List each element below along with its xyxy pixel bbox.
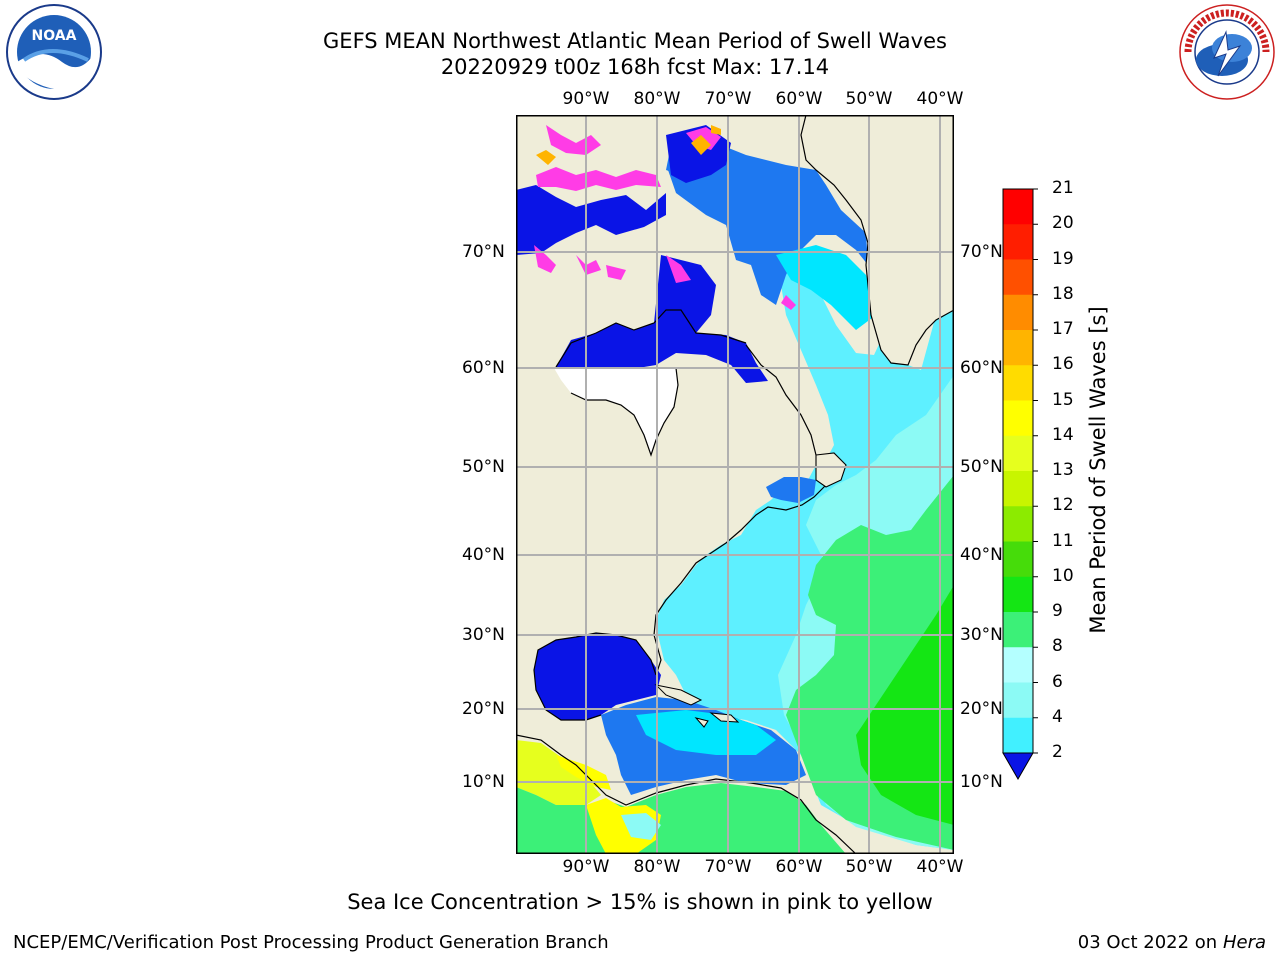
colorbar-tick-label: 10 [1052, 565, 1074, 586]
gulf-st-lawrence [766, 477, 816, 503]
colorbar-segment [1003, 506, 1033, 542]
footer-date-text: 03 Oct 2022 on [1077, 932, 1223, 953]
colorbar-title: Mean Period of Swell Waves [s] [1086, 306, 1110, 634]
caribbean-islands [654, 684, 740, 728]
labrador-cyan-patch [776, 245, 876, 330]
lon-label-top: 50°W [845, 89, 893, 109]
colorbar-tick-label: 19 [1052, 248, 1074, 269]
noaa-logo: NOAA [6, 4, 102, 100]
hudson-bay-south-coast [570, 367, 679, 457]
lon-label-top: 60°W [775, 89, 823, 109]
labrador-sea [668, 165, 868, 305]
colorbar-segment [1003, 682, 1033, 719]
colorbar-tick-label: 12 [1052, 495, 1074, 516]
noaa-logo-text: NOAA [32, 28, 77, 44]
colorbar-segment [1003, 541, 1033, 578]
colorbar-tick-label: 16 [1052, 354, 1074, 375]
footer-machine: Hera [1222, 932, 1266, 953]
colorbar-segment [1003, 471, 1033, 507]
lat-label-right: 10°N [960, 772, 1003, 792]
colorbar-segment [1003, 576, 1033, 613]
lat-label-right: 60°N [960, 358, 1003, 378]
lat-label-left: 40°N [462, 545, 505, 565]
lat-label-left: 10°N [462, 772, 505, 792]
sea-ice [534, 125, 796, 310]
south-america-coast [516, 734, 857, 854]
colorbar-segment [1003, 400, 1033, 437]
colorbar-tick-label: 11 [1052, 530, 1074, 551]
colorbar-segment [1003, 435, 1033, 472]
lon-label-bottom: 80°W [633, 857, 681, 877]
colorbar-segment [1003, 365, 1033, 401]
hudson-bay [556, 255, 768, 383]
colorbar-segment [1003, 612, 1033, 648]
colorbar-tick-label: 13 [1052, 460, 1074, 480]
colorbar-segment [1003, 330, 1033, 366]
greenland [800, 115, 954, 366]
map-title: GEFS MEAN Northwest Atlantic Mean Period… [323, 29, 947, 53]
colorbar-segment [1003, 224, 1033, 260]
colorbar-segment [1003, 647, 1033, 683]
east-atlantic-green-strong [856, 585, 954, 825]
lat-label-right: 50°N [960, 457, 1003, 477]
graticule [516, 115, 954, 854]
lat-label-left: 50°N [462, 457, 505, 477]
colorbar-tick-label: 9 [1052, 601, 1063, 621]
north-america-coast [653, 474, 837, 676]
south-america-yellow-2 [586, 798, 661, 854]
lon-label-bottom: 90°W [562, 857, 610, 877]
newfoundland [815, 452, 847, 488]
hudson-coast [555, 309, 747, 368]
footer-branch: NCEP/EMC/Verification Post Processing Pr… [13, 932, 609, 953]
colorbar-extend-triangle [1002, 752, 1034, 781]
lon-label-bottom: 40°W [916, 857, 964, 877]
colorbar-tick-label: 20 [1052, 213, 1074, 234]
lon-label-bottom: 70°W [704, 857, 752, 877]
sea-ice-caption: Sea Ice Concentration > 15% is shown in … [347, 890, 933, 914]
lon-label-bottom: 50°W [845, 857, 893, 877]
lat-label-left: 70°N [462, 242, 505, 262]
map-subtitle: 20220929 t00z 168h fcst Max: 17.14 [440, 55, 830, 79]
lon-label-bottom: 60°W [775, 857, 823, 877]
colorbar-segment [1003, 259, 1033, 296]
colorbar-segment [1003, 294, 1033, 331]
swell-period-map [516, 115, 954, 854]
lat-label-left: 30°N [462, 625, 505, 645]
lat-label-left: 60°N [462, 358, 505, 378]
arctic-channels [516, 185, 666, 255]
sea-ice-high [536, 125, 721, 165]
lon-label-top: 70°W [704, 89, 752, 109]
lat-label-right: 30°N [960, 625, 1003, 645]
caribbean-cyan [636, 710, 776, 755]
lon-label-top: 90°W [562, 89, 610, 109]
colorbar-tick-label: 17 [1052, 319, 1074, 339]
colorbar-tick-label: 21 [1052, 178, 1074, 198]
colorbar-tick-label: 8 [1052, 636, 1063, 657]
lon-label-top: 80°W [633, 89, 681, 109]
lat-label-left: 20°N [462, 699, 505, 719]
colorbar [1002, 188, 1038, 781]
map-frame [516, 115, 954, 854]
lat-label-right: 70°N [960, 242, 1003, 262]
gulf-mexico-coast [533, 632, 657, 721]
south-america-yellow [516, 740, 601, 805]
colorbar-tick-label: 4 [1052, 706, 1063, 727]
colorbar-tick-label: 2 [1052, 742, 1063, 762]
colorbar-segment [1003, 717, 1033, 754]
lon-label-top: 40°W [916, 89, 964, 109]
gulf-of-mexico [534, 633, 661, 720]
nws-logo [1179, 4, 1275, 100]
lat-label-right: 20°N [960, 699, 1003, 719]
colorbar-segment [1003, 189, 1033, 225]
lat-label-right: 40°N [960, 545, 1003, 565]
footer-date: 03 Oct 2022 on Hera [1078, 932, 1266, 953]
colorbar-tick-label: 15 [1052, 389, 1074, 410]
colorbar-tick-label: 18 [1052, 283, 1074, 304]
colorbar-tick-label: 14 [1052, 424, 1074, 445]
south-america-cyan [621, 813, 661, 840]
colorbar-tick-label: 6 [1052, 671, 1063, 692]
